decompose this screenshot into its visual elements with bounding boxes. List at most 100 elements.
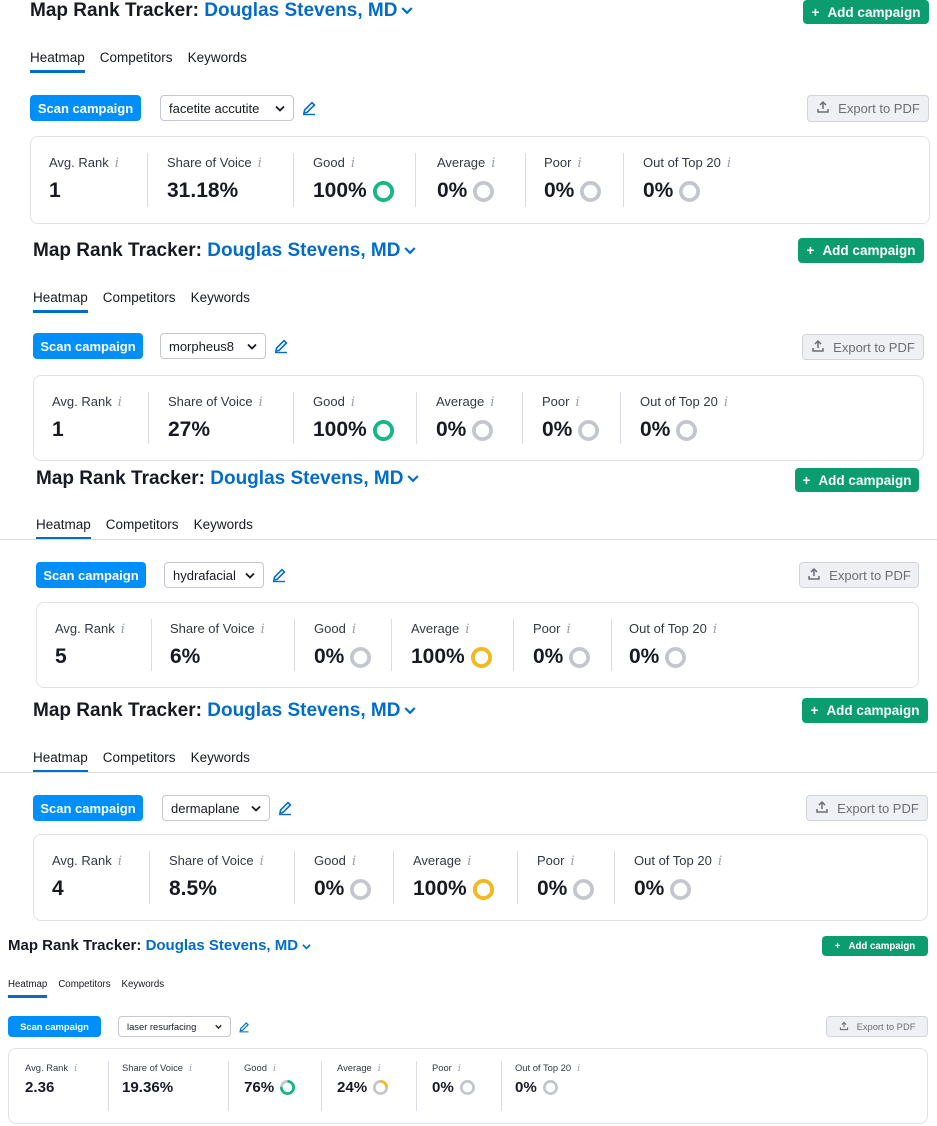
info-icon[interactable]: i [490, 395, 495, 410]
info-icon[interactable]: i [114, 156, 119, 171]
tab-keywords[interactable]: Keywords [121, 979, 165, 990]
scan-campaign-button[interactable]: Scan campaign [33, 795, 143, 821]
export-pdf-button[interactable]: Export to PDF [826, 1016, 928, 1037]
upload-icon [815, 800, 829, 817]
good-ring-icon [372, 180, 394, 202]
info-icon[interactable]: i [257, 156, 262, 171]
info-icon[interactable]: i [351, 622, 356, 637]
add-campaign-button[interactable]: + Add campaign [822, 936, 928, 956]
stat-label-text: Good [314, 621, 346, 636]
scan-campaign-button[interactable]: Scan campaign [36, 562, 146, 588]
export-pdf-button[interactable]: Export to PDF [806, 795, 928, 821]
chevron-down-icon[interactable] [407, 468, 420, 490]
tab-heatmap[interactable]: Heatmap [33, 290, 88, 313]
info-icon[interactable]: i [259, 854, 264, 869]
upload-icon [811, 339, 825, 356]
info-icon[interactable]: i [457, 1063, 461, 1074]
info-icon[interactable]: i [350, 156, 355, 171]
info-icon[interactable]: i [717, 854, 722, 869]
tab-bar: Heatmap Competitors Keywords [33, 750, 250, 773]
info-icon[interactable]: i [272, 1063, 276, 1074]
keyword-select[interactable]: hydrafacial [164, 562, 264, 588]
info-icon[interactable]: i [350, 395, 355, 410]
edit-pencil-icon[interactable] [273, 338, 289, 359]
info-icon[interactable]: i [491, 156, 496, 171]
tab-competitors[interactable]: Competitors [102, 750, 176, 765]
edit-pencil-icon[interactable] [301, 100, 317, 121]
tab-competitors[interactable]: Competitors [102, 290, 176, 305]
stat-value-text: 6% [170, 645, 201, 668]
project-selector[interactable]: Douglas Stevens, MD [145, 937, 299, 954]
info-icon[interactable]: i [723, 395, 728, 410]
chevron-down-icon[interactable] [302, 938, 311, 955]
info-icon[interactable]: i [258, 395, 263, 410]
info-icon[interactable]: i [465, 622, 470, 637]
info-icon[interactable]: i [260, 622, 265, 637]
tab-competitors[interactable]: Competitors [99, 50, 173, 65]
stat-label-text: Out of Top 20 [634, 853, 712, 868]
project-selector[interactable]: Douglas Stevens, MD [204, 0, 398, 22]
info-icon[interactable]: i [577, 1063, 581, 1074]
info-icon[interactable]: i [117, 395, 122, 410]
tab-heatmap[interactable]: Heatmap [30, 50, 85, 73]
info-icon[interactable]: i [566, 622, 571, 637]
keyword-select[interactable]: laser resurfacing [118, 1016, 231, 1037]
stat-label-text: Poor [533, 621, 561, 636]
keyword-select[interactable]: facetite accutite [160, 95, 294, 121]
tab-heatmap[interactable]: Heatmap [8, 979, 48, 998]
info-icon[interactable]: i [117, 854, 122, 869]
tab-competitors[interactable]: Competitors [105, 517, 179, 532]
project-selector[interactable]: Douglas Stevens, MD [210, 468, 404, 490]
info-icon[interactable]: i [120, 622, 125, 637]
stat-divider [416, 1061, 417, 1111]
scan-campaign-button[interactable]: Scan campaign [30, 95, 141, 121]
keyword-select-value: hydrafacial [173, 567, 236, 583]
add-campaign-label: Add campaign [822, 243, 916, 258]
chevron-down-icon[interactable] [401, 0, 414, 22]
add-campaign-button[interactable]: + Add campaign [802, 698, 928, 723]
edit-pencil-icon[interactable] [271, 567, 287, 588]
info-icon[interactable]: i [575, 395, 580, 410]
upload-icon [807, 567, 821, 584]
tab-keywords[interactable]: Keywords [193, 517, 253, 532]
stat-divider [148, 392, 149, 444]
info-icon[interactable]: i [188, 1063, 192, 1074]
stats-card: Avg. Rank i 1 Share of Voice i 31.18% Good i 100… [30, 136, 930, 224]
export-pdf-button[interactable]: Export to PDF [802, 334, 924, 360]
info-icon[interactable]: i [726, 156, 731, 171]
tab-keywords[interactable]: Keywords [190, 750, 250, 765]
export-pdf-button[interactable]: Export to PDF [799, 562, 919, 588]
tab-keywords[interactable]: Keywords [190, 290, 250, 305]
project-selector[interactable]: Douglas Stevens, MD [207, 700, 401, 722]
tab-competitors[interactable]: Competitors [58, 979, 111, 990]
scan-campaign-button[interactable]: Scan campaign [33, 333, 143, 359]
info-icon[interactable]: i [74, 1063, 78, 1074]
add-campaign-button[interactable]: + Add campaign [795, 468, 919, 492]
plus-icon: + [806, 243, 815, 258]
chevron-down-icon[interactable] [404, 700, 417, 722]
chevron-down-icon[interactable] [404, 240, 417, 262]
info-icon[interactable]: i [577, 156, 582, 171]
upload-icon [839, 1021, 849, 1033]
info-icon[interactable]: i [351, 854, 356, 869]
stat-value-text: 100% [313, 418, 367, 441]
tab-heatmap[interactable]: Heatmap [33, 750, 88, 773]
stat-average: Average i 0% [436, 376, 522, 460]
info-icon[interactable]: i [570, 854, 575, 869]
add-campaign-button[interactable]: + Add campaign [798, 238, 924, 263]
edit-pencil-icon[interactable] [238, 1020, 250, 1038]
tab-keywords[interactable]: Keywords [187, 50, 247, 65]
add-campaign-label: Add campaign [826, 703, 920, 718]
info-icon[interactable]: i [712, 622, 717, 637]
tab-heatmap[interactable]: Heatmap [36, 517, 91, 540]
keyword-select[interactable]: dermaplane [162, 795, 270, 821]
info-icon[interactable]: i [467, 854, 472, 869]
keyword-select[interactable]: morpheus8 [160, 333, 266, 359]
stat-value: 100% [313, 179, 394, 203]
info-icon[interactable]: i [377, 1063, 381, 1074]
edit-pencil-icon[interactable] [277, 800, 293, 821]
scan-campaign-button[interactable]: Scan campaign [8, 1016, 101, 1037]
export-pdf-button[interactable]: Export to PDF [807, 95, 929, 122]
add-campaign-button[interactable]: + Add campaign [803, 0, 929, 24]
project-selector[interactable]: Douglas Stevens, MD [207, 240, 401, 262]
